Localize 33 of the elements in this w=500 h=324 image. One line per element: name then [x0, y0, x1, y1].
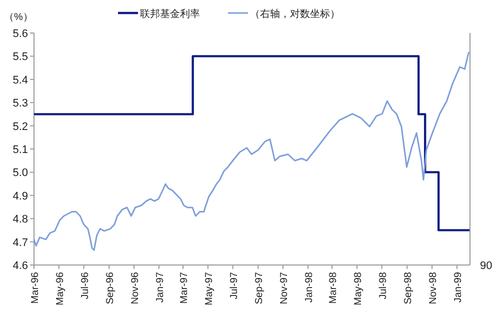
y-tick-label: 4.8 [12, 214, 28, 226]
y-tick-label: 5.4 [12, 74, 28, 86]
x-tick-label: Jan-97 [154, 272, 166, 303]
x-tick-label: Mar-96 [30, 272, 41, 304]
y-tick-label: 4.9 [12, 190, 28, 202]
y-axis-title: （%） [4, 12, 33, 23]
x-tick-label: Nov-96 [130, 272, 142, 304]
x-tick-label: Sep-97 [254, 272, 266, 304]
x-tick-label: Sep-96 [105, 272, 116, 304]
y-tick-label: 5.5 [12, 51, 28, 64]
x-tick-label: Jan-99 [452, 272, 464, 303]
legend-label: （右轴，对数坐标） [250, 8, 340, 20]
y-tick-label: 5.2 [12, 120, 28, 133]
x-tick-label: Jul-98 [378, 272, 389, 300]
legend-label: 联邦基金利率 [140, 8, 200, 20]
x-tick-label: Sep-98 [403, 272, 414, 304]
x-tick-label: May-97 [204, 272, 215, 306]
y-tick-label: 5.3 [12, 98, 28, 110]
y-tick-label: 5.0 [12, 167, 28, 180]
y-tick-label: 4.7 [12, 236, 28, 249]
x-tick-label: May-98 [352, 272, 364, 306]
x-tick-label: Nov-98 [428, 272, 440, 304]
x-tick-label: Jul-97 [228, 272, 240, 300]
x-tick-label: Mar-98 [328, 272, 340, 304]
x-tick-label: Jul-96 [80, 272, 91, 300]
x-tick-label: May-96 [54, 272, 66, 306]
y-tick-label: 5.1 [12, 144, 28, 156]
y-tick-label: 5.6 [12, 28, 28, 40]
x-tick-label: Nov-97 [279, 272, 290, 304]
y-tick-label: 4.6 [12, 260, 28, 272]
text: 90 [480, 260, 492, 272]
x-tick-label: Mar-97 [179, 272, 190, 304]
x-tick-label: Jan-98 [304, 272, 315, 303]
